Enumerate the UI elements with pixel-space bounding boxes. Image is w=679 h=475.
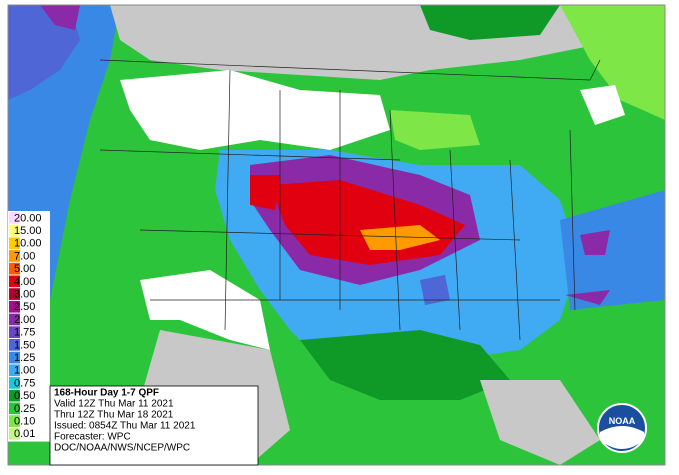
atlantic-blue — [560, 190, 665, 310]
legend-swatch — [9, 313, 20, 326]
southeast-spot — [420, 275, 450, 305]
info-line: Issued: 0854Z Thu Mar 11 2021 — [54, 421, 196, 432]
upper-midwest — [390, 110, 480, 150]
legend-swatch — [9, 415, 20, 427]
east-canada — [560, 5, 665, 120]
legend-label: 0.75 — [14, 377, 35, 389]
legend-swatch — [9, 326, 20, 338]
legend-swatch — [9, 377, 20, 389]
caribbean — [480, 380, 600, 465]
southwest-dry — [140, 270, 270, 350]
info-title: 168-Hour Day 1-7 QPF — [54, 388, 159, 399]
legend-swatch — [9, 339, 20, 351]
info-background — [49, 385, 259, 466]
info-line: DOC/NOAA/NWS/NCEP/WPC — [54, 443, 190, 454]
orange-core — [360, 225, 440, 250]
logo-text: NOAA — [609, 416, 636, 426]
legend: 20.0015.0010.007.005.004.003.002.502.001… — [8, 211, 50, 442]
legend-label: 2.00 — [14, 314, 35, 326]
noaa-logo: NOAA — [597, 403, 647, 453]
canada-green — [420, 5, 560, 40]
legend-swatch — [9, 389, 20, 402]
legend-label: 0.25 — [14, 403, 35, 415]
legend-swatch — [9, 300, 20, 313]
gulf-coast — [300, 330, 510, 400]
legend-swatch — [9, 364, 20, 377]
colorado-red — [250, 175, 280, 210]
legend-label: 7.00 — [14, 250, 35, 262]
legend-label: 1.00 — [14, 365, 35, 377]
legend-label: 1.50 — [14, 339, 35, 351]
legend-label: 1.75 — [14, 327, 35, 339]
legend-swatch — [9, 237, 20, 250]
legend-label: 5.00 — [14, 263, 35, 275]
info-line: Thru 12Z Thu Mar 18 2021 — [54, 410, 174, 421]
borders — [99, 59, 601, 341]
legend-swatch — [9, 224, 20, 237]
legend-swatch — [9, 402, 20, 415]
pacific-heavy — [8, 5, 80, 100]
legend-swatch — [9, 427, 20, 440]
legend-swatch — [9, 275, 20, 288]
legend-swatch — [9, 212, 20, 224]
legend-label: 2.50 — [14, 301, 35, 313]
legend-swatch — [9, 288, 20, 300]
legend-swatch — [9, 262, 20, 275]
logo-wave — [600, 426, 644, 449]
legend-swatch — [9, 351, 20, 364]
legend-label: 1.25 — [14, 352, 35, 364]
legend-label: 4.00 — [14, 276, 35, 288]
info-line: Forecaster: WPC — [54, 432, 131, 443]
pacific-max — [40, 5, 80, 30]
legend-label: 15.00 — [14, 225, 42, 237]
legend-label: 0.50 — [14, 390, 35, 402]
legend-label: 10.00 — [14, 238, 42, 250]
atlantic-purple — [565, 230, 610, 305]
info-line: Valid 12Z Thu Mar 11 2021 — [54, 399, 174, 410]
map-image — [7, 4, 666, 466]
northern-plains-dry — [120, 70, 390, 150]
legend-label: 0.01 — [14, 428, 35, 440]
maine-dry — [580, 85, 625, 125]
legend-label: 0.10 — [14, 415, 35, 427]
info-box: 168-Hour Day 1-7 QPF Valid 12Z Thu Mar 1… — [49, 385, 259, 466]
legend-swatch — [9, 250, 20, 262]
legend-label: 20.00 — [14, 212, 42, 224]
legend-label: 3.00 — [14, 288, 35, 300]
